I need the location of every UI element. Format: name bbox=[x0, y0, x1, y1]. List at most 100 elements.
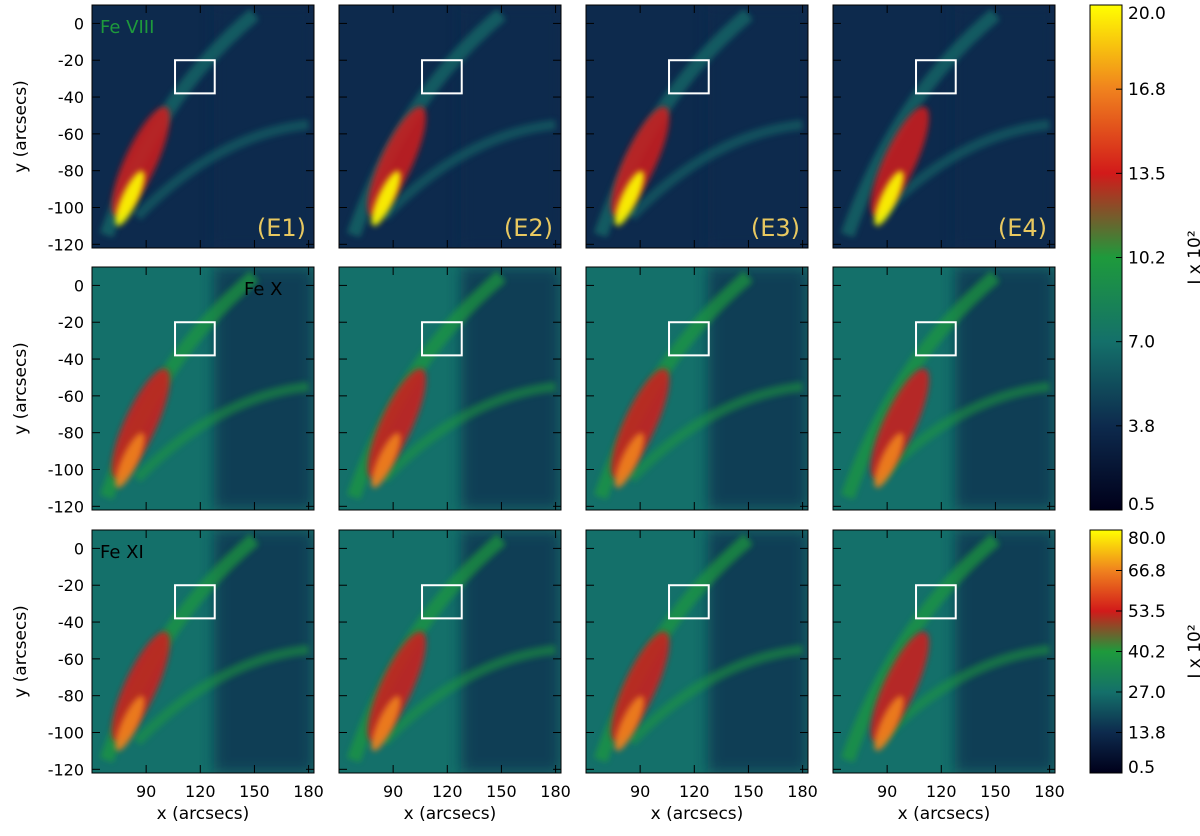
x-tick-label: 150 bbox=[733, 782, 764, 801]
x-tick-label: 120 bbox=[432, 782, 463, 801]
colorbars: 0.5 3.8 7.0 10.2 13.5 16.8 20.0 I x 10² 0.5 13.8 2… bbox=[1089, 4, 1200, 778]
bright-loop-core bbox=[874, 170, 904, 226]
box-region bbox=[421, 321, 463, 357]
box-region bbox=[421, 584, 463, 620]
emission-map bbox=[92, 530, 314, 773]
bright-loop-core bbox=[614, 695, 644, 751]
x-tick-label: 120 bbox=[926, 782, 957, 801]
panel-fe-viii-e4: (E4) bbox=[832, 4, 1056, 249]
emission-map bbox=[339, 267, 561, 510]
y-tick-label: -60 bbox=[58, 125, 84, 144]
panel-frame bbox=[338, 4, 562, 249]
panel-fe-xi-e1: Fe XI 0 -20 -40 -60 -80 -100 -120 y (arcsecs) 90 1… bbox=[11, 529, 324, 824]
y-tick-label: -120 bbox=[48, 497, 84, 516]
bright-loop-core bbox=[614, 170, 644, 226]
panel-frame bbox=[91, 4, 315, 249]
y-tick-label: -120 bbox=[48, 760, 84, 779]
x-axis-label: x (arcsecs) bbox=[157, 804, 250, 824]
panel-frame bbox=[832, 266, 1056, 511]
loop-arc bbox=[627, 381, 804, 483]
colorbar-tick-label: 80.0 bbox=[1128, 529, 1166, 549]
colorbar-0: 0.5 3.8 7.0 10.2 13.5 16.8 20.0 I x 10² bbox=[1089, 4, 1200, 515]
colorbar-tick-label: 0.5 bbox=[1128, 495, 1155, 515]
colorbar-tick-label: 16.8 bbox=[1128, 80, 1166, 100]
line-label: Fe XI bbox=[100, 542, 144, 563]
box-region bbox=[174, 321, 216, 357]
loop-arc bbox=[874, 119, 1051, 221]
panel-frame bbox=[585, 4, 809, 249]
x-tick-label: 90 bbox=[630, 782, 650, 801]
bright-loop-core bbox=[115, 695, 145, 751]
bright-loop-core bbox=[115, 432, 145, 488]
colorbar-label: I x 10² bbox=[1185, 230, 1200, 284]
bright-loop-core bbox=[371, 432, 401, 488]
emission-map bbox=[339, 530, 561, 773]
x-tick-label: 120 bbox=[185, 782, 216, 801]
emission-map bbox=[833, 5, 1055, 248]
y-tick-label: -80 bbox=[58, 687, 84, 706]
colorbar-tick-label: 13.8 bbox=[1128, 724, 1166, 744]
y-tick-label: -120 bbox=[48, 235, 84, 254]
y-tick-label: 0 bbox=[74, 276, 84, 295]
loop-arc bbox=[874, 381, 1051, 483]
colorbar-tick-label: 40.2 bbox=[1128, 643, 1166, 663]
column-label: (E3) bbox=[751, 214, 800, 242]
y-tick-label: -40 bbox=[58, 350, 84, 369]
bright-loop-core bbox=[874, 695, 904, 751]
panel-frame bbox=[338, 266, 562, 511]
panel-frame bbox=[91, 529, 315, 774]
colorbar-tick-label: 53.5 bbox=[1128, 602, 1166, 622]
x-axis-label: x (arcsecs) bbox=[651, 804, 744, 824]
y-axis-label: y (arcsecs) bbox=[11, 80, 31, 173]
x-tick-label: 120 bbox=[679, 782, 710, 801]
panel-fe-xi-e4: 90 120 150 180 x (arcsecs) bbox=[832, 529, 1065, 824]
panel-fe-x-e4 bbox=[832, 266, 1056, 511]
bright-loop-core bbox=[371, 695, 401, 751]
emission-map bbox=[586, 530, 808, 773]
loop-arc bbox=[380, 381, 557, 483]
y-tick-label: -60 bbox=[58, 387, 84, 406]
line-label: Fe X bbox=[244, 279, 283, 300]
colorbar-1: 0.5 13.8 27.0 40.2 53.5 66.8 80.0 I x 10² bbox=[1089, 529, 1200, 778]
y-tick-label: -100 bbox=[48, 199, 84, 218]
x-tick-label: 150 bbox=[980, 782, 1011, 801]
emission-map bbox=[833, 267, 1055, 510]
x-axis-label: x (arcsecs) bbox=[404, 804, 497, 824]
loop-arc bbox=[840, 8, 1000, 238]
y-tick-label: -80 bbox=[58, 162, 84, 181]
y-tick-label: -60 bbox=[58, 650, 84, 669]
column-label: (E2) bbox=[504, 214, 553, 242]
x-tick-label: 90 bbox=[383, 782, 403, 801]
loop-arc bbox=[133, 644, 310, 746]
x-tick-label: 90 bbox=[136, 782, 156, 801]
emission-map bbox=[92, 267, 314, 510]
x-tick-label: 180 bbox=[1034, 782, 1065, 801]
panel-fe-viii-e2: (E2) bbox=[338, 4, 562, 249]
x-tick-label: 180 bbox=[540, 782, 571, 801]
panel-frame bbox=[832, 4, 1056, 249]
loop-arc bbox=[627, 119, 804, 221]
panel-frame bbox=[91, 266, 315, 511]
bright-loop-core bbox=[371, 170, 401, 226]
box-region bbox=[668, 584, 710, 620]
box-region bbox=[915, 321, 957, 357]
colorbar-tick-label: 66.8 bbox=[1128, 562, 1166, 582]
y-tick-label: -40 bbox=[58, 613, 84, 632]
loop-arc bbox=[133, 381, 310, 483]
colorbar-label: I x 10² bbox=[1185, 624, 1200, 678]
colorbar-tick-label: 3.8 bbox=[1128, 417, 1155, 437]
emission-map bbox=[92, 5, 314, 248]
loop-arc bbox=[840, 270, 1000, 500]
x-tick-label: 180 bbox=[293, 782, 324, 801]
panel-frame bbox=[585, 266, 809, 511]
box-region bbox=[174, 584, 216, 620]
colorbar-tick-label: 10.2 bbox=[1128, 249, 1166, 269]
panel-frame bbox=[585, 529, 809, 774]
box-region bbox=[421, 59, 463, 95]
loop-arc bbox=[380, 119, 557, 221]
y-axis-label: y (arcsecs) bbox=[11, 342, 31, 435]
x-axis-label: x (arcsecs) bbox=[898, 804, 991, 824]
loop-arc bbox=[133, 119, 310, 221]
bright-loop-core bbox=[115, 170, 145, 226]
